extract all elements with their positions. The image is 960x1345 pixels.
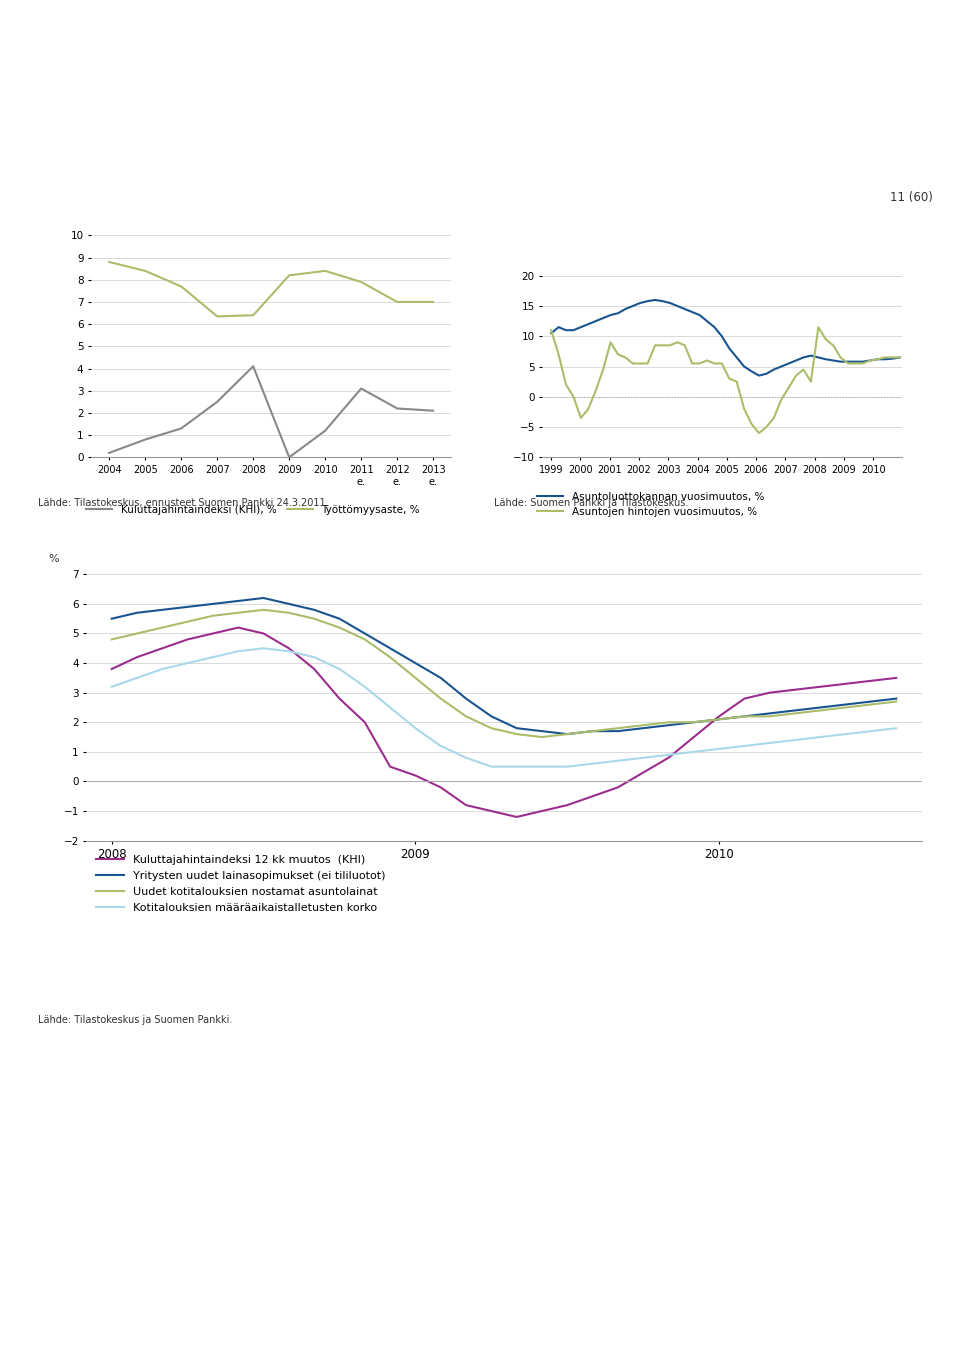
Legend: Kuluttajahintaindeksi 12 kk muutos  (KHI), Yritysten uudet lainasopimukset (ei t: Kuluttajahintaindeksi 12 kk muutos (KHI)…	[92, 850, 390, 917]
Text: Lähde: Tilastokeskus ja Suomen Pankki.: Lähde: Tilastokeskus ja Suomen Pankki.	[38, 1015, 232, 1025]
Text: 11 (60): 11 (60)	[890, 191, 933, 203]
Circle shape	[880, 1291, 953, 1298]
Text: FINANSSIVALVONTA: FINANSSIVALVONTA	[19, 1270, 166, 1283]
Text: Kotitalouksien asuntoluottokannan ja vanhojen
asuntojen hintojen vuosimuutos, %: Kotitalouksien asuntoluottokannan ja van…	[502, 214, 845, 243]
Text: %: %	[49, 554, 60, 564]
Legend: Kuluttajahintaindeksi (KHI), %, Työttömyysaste, %: Kuluttajahintaindeksi (KHI), %, Työttömy…	[82, 500, 423, 519]
Text: FINANSINSPEKTIONEN: FINANSINSPEKTIONEN	[19, 1301, 186, 1313]
Text: 14.4. 2011: 14.4. 2011	[21, 109, 110, 126]
Text: Valvottavien taloudellinen tila ja riskit 1/2011: Valvottavien taloudellinen tila ja riski…	[21, 43, 776, 71]
Text: Inflaatio sekä uusien yritys- ja asuntoluottojen sekä
kotitalouksien määräaikais: Inflaatio sekä uusien yritys- ja asuntol…	[47, 530, 439, 558]
Text: Lähde: Suomen Pankki ja Tilastokeskus.: Lähde: Suomen Pankki ja Tilastokeskus.	[494, 498, 688, 507]
Text: Inflaatio ja työttömyys Suomessa: Inflaatio ja työttömyys Suomessa	[45, 200, 296, 213]
Text: Lähde: Tilastokeskus, ennusteet Suomen Pankki 24.3.2011.: Lähde: Tilastokeskus, ennusteet Suomen P…	[38, 498, 329, 507]
Text: FINANCIAL SUPERVISORY AUTHORITY: FINANCIAL SUPERVISORY AUTHORITY	[19, 1328, 211, 1338]
Legend: Asuntoluottokannan vuosimuutos, %, Asuntojen hintojen vuosimuutos, %: Asuntoluottokannan vuosimuutos, %, Asunt…	[533, 487, 768, 521]
